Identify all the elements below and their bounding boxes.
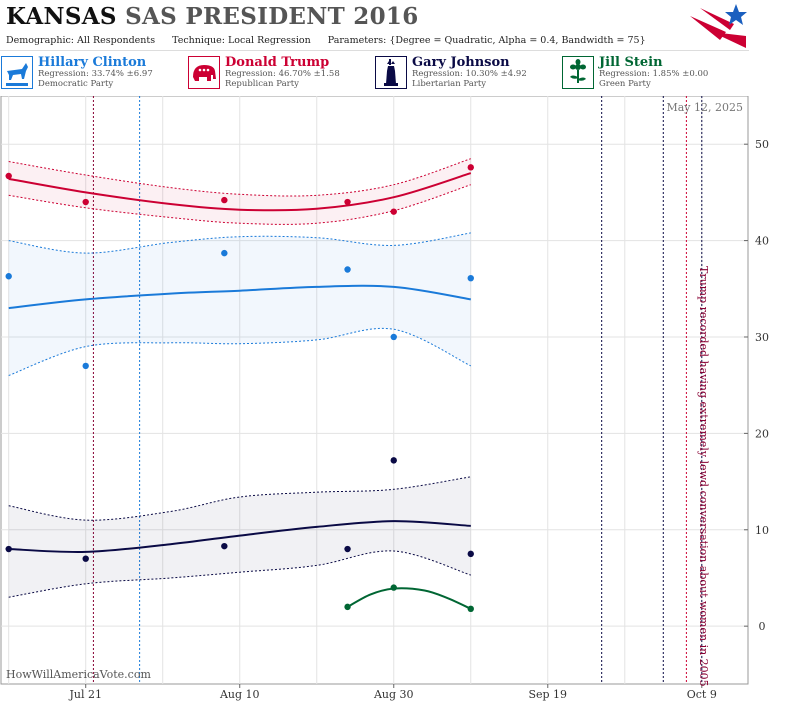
poll-point: [344, 603, 351, 611]
poll-point: [82, 555, 89, 562]
legend-party: Republican Party: [225, 79, 299, 89]
regression-line: [347, 587, 472, 610]
date-label: May 12, 2025: [666, 101, 743, 114]
confidence-band: [8, 158, 471, 225]
confidence-upper: [8, 232, 471, 254]
poll-point: [5, 273, 12, 280]
legend-clinton: Hillary Clinton Regression: 33.74% ±6.97…: [0, 55, 186, 91]
legend-trump: Donald Trump Regression: 46.70% ±1.58 Re…: [187, 55, 373, 91]
poll-point: [467, 274, 474, 282]
confidence-band: [8, 232, 471, 376]
x-tick-label: Jul 21: [68, 688, 102, 701]
x-tick-label: Aug 30: [373, 688, 414, 701]
legend-name: Hillary Clinton: [38, 55, 147, 70]
flower-icon: [562, 56, 594, 89]
y-tick-label: 0: [759, 620, 766, 633]
site-logo: [690, 4, 747, 48]
technique-value: Local Regression: [228, 35, 311, 46]
liberty-statue-icon: [375, 56, 407, 89]
elephant-icon: [188, 56, 220, 89]
legend-name: Donald Trump: [225, 55, 330, 70]
confidence-bands: [8, 158, 472, 598]
legend-stein: Jill Stein Regression: 1.85% ±0.00 Green…: [561, 55, 747, 91]
poll-point: [344, 545, 351, 553]
regression-chart: 0 10 20 30 40 50 Jul 21 Aug 10 Aug 30 Sep 19 Oct …: [0, 96, 769, 701]
parameters-line: Demographic: All Respondents Technique: …: [6, 35, 646, 46]
poll-point: [221, 249, 228, 257]
regression-line: [8, 172, 472, 212]
legend-name: Jill Stein: [599, 55, 663, 70]
poll-point: [221, 196, 228, 204]
regression-lines: [8, 172, 472, 610]
poll-point: [390, 457, 397, 464]
y-tick-label: 40: [755, 235, 769, 248]
legend-party: Libertarian Party: [412, 79, 487, 89]
x-tick-label: Oct 9: [687, 688, 717, 701]
regression-line: [8, 284, 471, 310]
legend-johnson: Gary Johnson Regression: 10.30% ±4.92 Li…: [374, 55, 560, 91]
legend-name: Gary Johnson: [412, 55, 510, 70]
poll-point: [221, 542, 228, 550]
title-state: KANSAS: [6, 3, 117, 30]
y-tick-label: 20: [755, 427, 769, 440]
legend-party: Green Party: [599, 79, 651, 89]
poll-point: [390, 584, 397, 591]
poll-point: [5, 172, 12, 180]
candidate-legend: Hillary Clinton Regression: 33.74% ±6.97…: [0, 55, 749, 93]
poll-point: [390, 208, 397, 215]
y-axis: 0 10 20 30 40 50: [744, 138, 769, 633]
poll-point: [467, 550, 474, 558]
poll-point: [344, 198, 351, 206]
y-tick-label: 10: [755, 524, 769, 537]
event-annotation: Trump recorded having extremely lewd con…: [697, 266, 710, 687]
y-tick-label: 50: [755, 138, 769, 151]
parameters-label: Parameters:: [327, 35, 387, 46]
confidence-upper: [8, 158, 471, 197]
y-tick-label: 30: [755, 331, 769, 344]
chart-header: KANSAS SAS PRESIDENT 2016 Demographic: A…: [0, 0, 749, 51]
poll-point: [82, 362, 89, 370]
plot-area: [0, 96, 749, 685]
legend-party: Democratic Party: [38, 79, 114, 89]
poll-point: [467, 605, 474, 613]
demographic-value: All Respondents: [77, 35, 156, 46]
poll-point: [467, 164, 474, 171]
regression-line: [8, 520, 471, 554]
x-axis: Jul 21 Aug 10 Aug 30 Sep 19 Oct 9: [68, 684, 717, 701]
donkey-icon: [1, 56, 33, 89]
x-tick-label: Aug 10: [219, 688, 260, 701]
confidence-upper: [8, 476, 471, 521]
confidence-lower: [8, 550, 471, 598]
x-tick-label: Sep 19: [528, 688, 567, 701]
poll-point: [5, 545, 12, 553]
poll-point: [344, 266, 351, 273]
poll-point: [390, 333, 397, 341]
title-race: SAS PRESIDENT 2016: [125, 3, 419, 30]
legend-regression: Regression: 1.85% ±0.00: [599, 69, 709, 79]
legend-regression: Regression: 33.74% ±6.97: [38, 69, 153, 79]
poll-point: [82, 198, 89, 206]
page-title: KANSAS SAS PRESIDENT 2016: [6, 3, 419, 30]
legend-regression: Regression: 46.70% ±1.58: [225, 69, 340, 79]
poll-points: [5, 164, 474, 613]
parameters-value: {Degree = Quadratic, Alpha = 0.4, Bandwi…: [389, 35, 646, 46]
confidence-band: [8, 476, 471, 598]
legend-regression: Regression: 10.30% ±4.92: [412, 69, 527, 79]
demographic-label: Demographic:: [6, 35, 75, 46]
technique-label: Technique:: [172, 35, 225, 46]
confidence-lower: [8, 327, 472, 376]
watermark: HowWillAmericaVote.com: [6, 668, 151, 681]
